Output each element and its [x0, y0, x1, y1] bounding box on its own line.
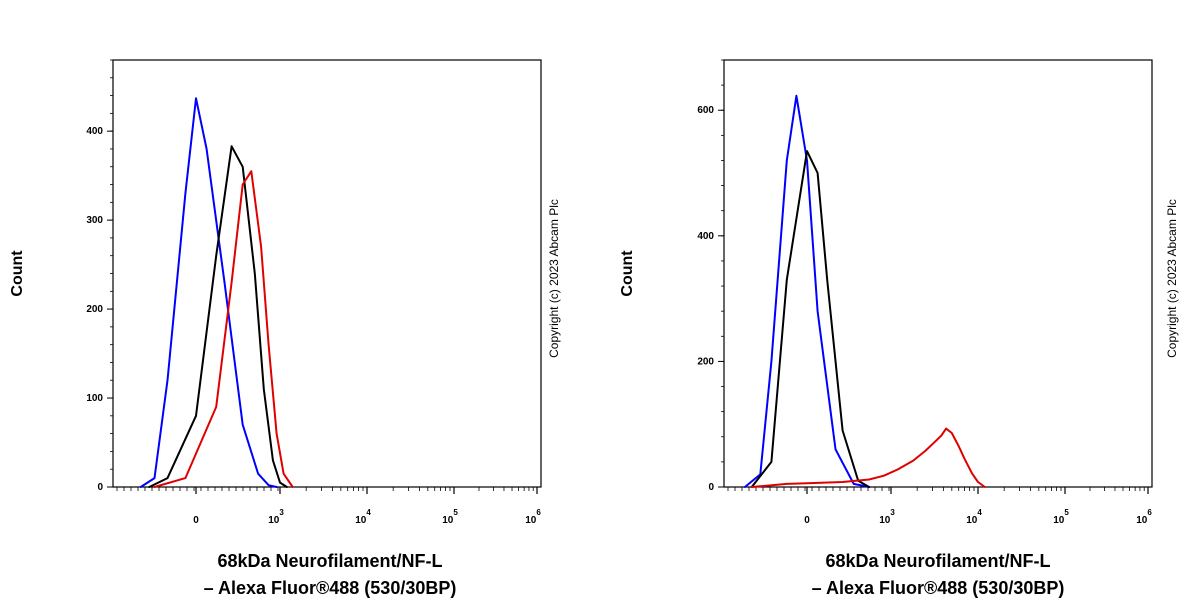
copyright-note: Copyright (c) 2023 Abcam Plc	[1165, 199, 1179, 358]
x-tick-label: 103	[879, 508, 895, 526]
x-axis-label-line2: – Alexa Fluor®488 (530/30BP)	[812, 578, 1065, 598]
x-tick-label: 106	[1136, 508, 1152, 526]
x-tick-exponent: 6	[536, 508, 541, 517]
x-tick-exponent: 4	[977, 508, 982, 517]
y-tick-label: 0	[708, 482, 714, 493]
histogram-series-line	[148, 145, 288, 488]
x-tick-exponent: 6	[1147, 508, 1152, 517]
x-tick-exponent: 5	[453, 508, 458, 517]
y-tick-label: 400	[86, 126, 103, 137]
y-tick-label: 0	[97, 482, 103, 493]
x-axis-label-line1: 68kDa Neurofilament/NF-L	[825, 551, 1050, 571]
histogram-series-line	[139, 97, 278, 488]
y-tick-label: 200	[697, 356, 714, 367]
y-tick-label: 200	[86, 304, 103, 315]
histogram-series-line	[750, 427, 986, 488]
x-tick-label: 0	[193, 515, 199, 526]
x-tick-label: 0	[804, 515, 810, 526]
y-tick-label: 100	[86, 393, 103, 404]
x-tick-label: 103	[268, 508, 284, 526]
x-tick-exponent: 5	[1064, 508, 1069, 517]
histogram-series-line	[750, 150, 871, 488]
histogram-panel-left: 0 100 200 300 400 0 103 104 105 106 Count Copyright…	[9, 59, 561, 598]
y-tick-label: 400	[697, 231, 714, 242]
x-tick-exponent: 4	[366, 508, 371, 517]
histogram-series-line	[743, 94, 871, 488]
histogram-series-line	[153, 170, 294, 488]
y-tick-label: 300	[86, 215, 103, 226]
copyright-note: Copyright (c) 2023 Abcam Plc	[547, 199, 561, 358]
x-tick-label: 105	[1053, 508, 1069, 526]
x-tick-label: 104	[355, 508, 371, 526]
x-axis-label-line1: 68kDa Neurofilament/NF-L	[217, 551, 442, 571]
x-tick-label: 104	[966, 508, 982, 526]
x-axis-label-line2: – Alexa Fluor®488 (530/30BP)	[204, 578, 457, 598]
y-axis-label: Count	[9, 250, 26, 297]
x-tick-exponent: 3	[279, 508, 284, 517]
y-axis-label: Count	[619, 250, 636, 297]
y-tick-label: 600	[697, 105, 714, 116]
x-tick-label: 106	[525, 508, 541, 526]
plot-frame	[723, 59, 1153, 488]
histogram-panel-right: 0 200 400 600 0 103 104 105 106 Count Copyright (c…	[619, 59, 1179, 598]
x-tick-exponent: 3	[890, 508, 895, 517]
x-tick-label: 105	[442, 508, 458, 526]
